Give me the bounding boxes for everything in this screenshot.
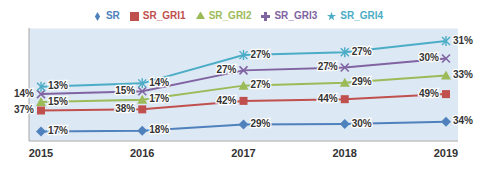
- svg-text:44%: 44%: [318, 93, 338, 104]
- svg-text:33%: 33%: [453, 69, 473, 80]
- html-text:SR_GRI3: SR_GRI3: [274, 10, 318, 21]
- svg-text:37%: 37%: [14, 104, 34, 115]
- svg-text:2018: 2018: [333, 147, 357, 159]
- svg-text:30%: 30%: [419, 52, 439, 63]
- svg-text:29%: 29%: [352, 76, 372, 87]
- svg-text:30%: 30%: [352, 118, 372, 129]
- svg-text:14%: 14%: [14, 88, 34, 99]
- svg-text:27%: 27%: [318, 61, 338, 72]
- html-text:SR_GRI1: SR_GRI1: [142, 10, 186, 21]
- html-text:SR: SR: [106, 10, 120, 21]
- svg-text:49%: 49%: [419, 88, 439, 99]
- svg-text:27%: 27%: [216, 64, 236, 75]
- svg-text:29%: 29%: [251, 118, 271, 129]
- svg-text:34%: 34%: [453, 115, 473, 126]
- svg-text:2016: 2016: [130, 147, 154, 159]
- svg-text:14%: 14%: [149, 77, 169, 88]
- svg-text:27%: 27%: [251, 49, 271, 60]
- svg-text:18%: 18%: [149, 124, 169, 135]
- svg-text:17%: 17%: [48, 125, 68, 136]
- svg-text:2019: 2019: [434, 147, 458, 159]
- html-text:SR_GRI2: SR_GRI2: [208, 10, 252, 21]
- svg-text:15%: 15%: [115, 85, 135, 96]
- svg-text:38%: 38%: [115, 103, 135, 114]
- svg-text:17%: 17%: [149, 93, 169, 104]
- svg-text:2017: 2017: [231, 147, 255, 159]
- svg-text:42%: 42%: [216, 95, 236, 106]
- svg-text:31%: 31%: [453, 35, 473, 46]
- svg-text:15%: 15%: [48, 96, 68, 107]
- html-text:SR_GRI4: SR_GRI4: [340, 10, 383, 21]
- svg-text:27%: 27%: [251, 79, 271, 90]
- svg-text:2015: 2015: [29, 147, 53, 159]
- svg-text:13%: 13%: [48, 80, 68, 91]
- svg-text:27%: 27%: [352, 46, 372, 57]
